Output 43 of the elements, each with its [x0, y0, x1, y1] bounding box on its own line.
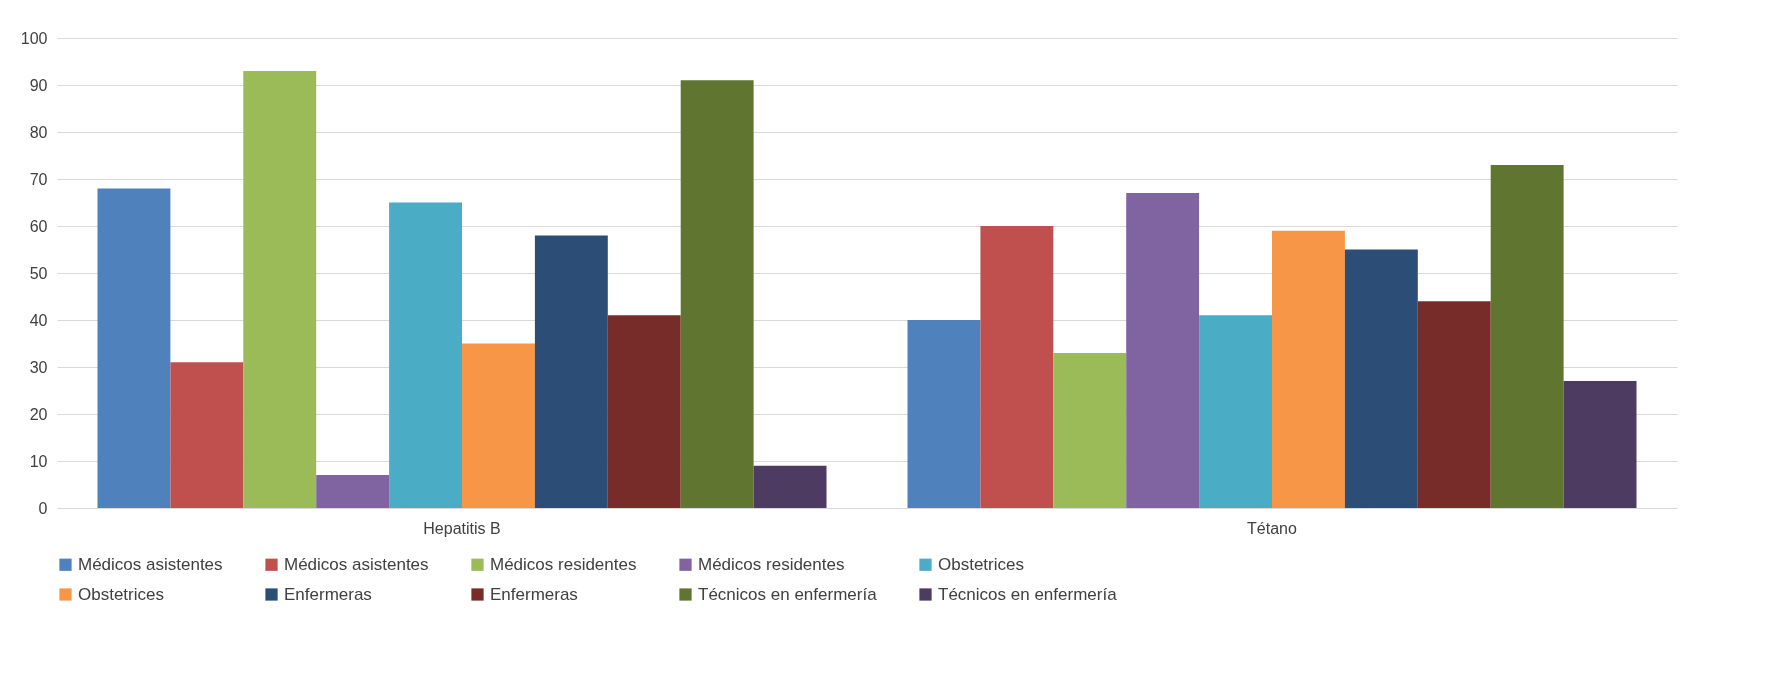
bar	[1199, 315, 1272, 508]
bar	[980, 226, 1054, 508]
legend-label: Técnicos en enfermería	[698, 584, 878, 604]
bar	[1417, 301, 1491, 508]
y-tick-label: 40	[29, 311, 48, 329]
bar	[607, 315, 681, 508]
legend-label: Médicos residentes	[490, 554, 637, 574]
legend-label: Médicos residentes	[698, 554, 845, 574]
bar	[389, 202, 462, 508]
y-tick-label: 50	[29, 264, 48, 282]
x-tick-label: Tétano	[1247, 519, 1298, 537]
bar	[1053, 352, 1127, 508]
y-tick-label: 10	[29, 452, 48, 470]
y-tick-label: 30	[29, 358, 48, 376]
x-tick-label: Hepatitis B	[423, 519, 501, 537]
legend-label: Obstetrices	[78, 584, 164, 604]
bar	[243, 70, 317, 508]
bar	[462, 343, 535, 508]
y-tick-label: 80	[29, 123, 48, 141]
y-tick-label: 90	[29, 76, 48, 94]
y-tick-label: 100	[20, 29, 48, 47]
bar	[316, 475, 390, 508]
bar	[1563, 381, 1637, 508]
legend-label: Técnicos en enfermería	[938, 584, 1118, 604]
bar	[680, 80, 754, 508]
legend-label: Obstetrices	[938, 554, 1024, 574]
y-tick-label: 70	[29, 170, 48, 188]
bar	[1344, 249, 1418, 508]
y-tick-label: 0	[38, 499, 48, 517]
bar	[1126, 193, 1200, 508]
y-tick-label: 60	[29, 217, 48, 235]
legend-label: Enfermeras	[284, 584, 372, 604]
legend-label: Médicos asistentes	[78, 554, 223, 574]
legend-label: Enfermeras	[490, 584, 578, 604]
bar	[907, 320, 981, 508]
bar	[1490, 164, 1564, 508]
bar	[534, 235, 608, 508]
legend-label: Médicos asistentes	[284, 554, 429, 574]
bar	[753, 465, 827, 508]
bar	[97, 188, 171, 508]
bar	[170, 362, 244, 508]
bar	[1272, 230, 1345, 508]
y-tick-label: 20	[29, 405, 48, 423]
